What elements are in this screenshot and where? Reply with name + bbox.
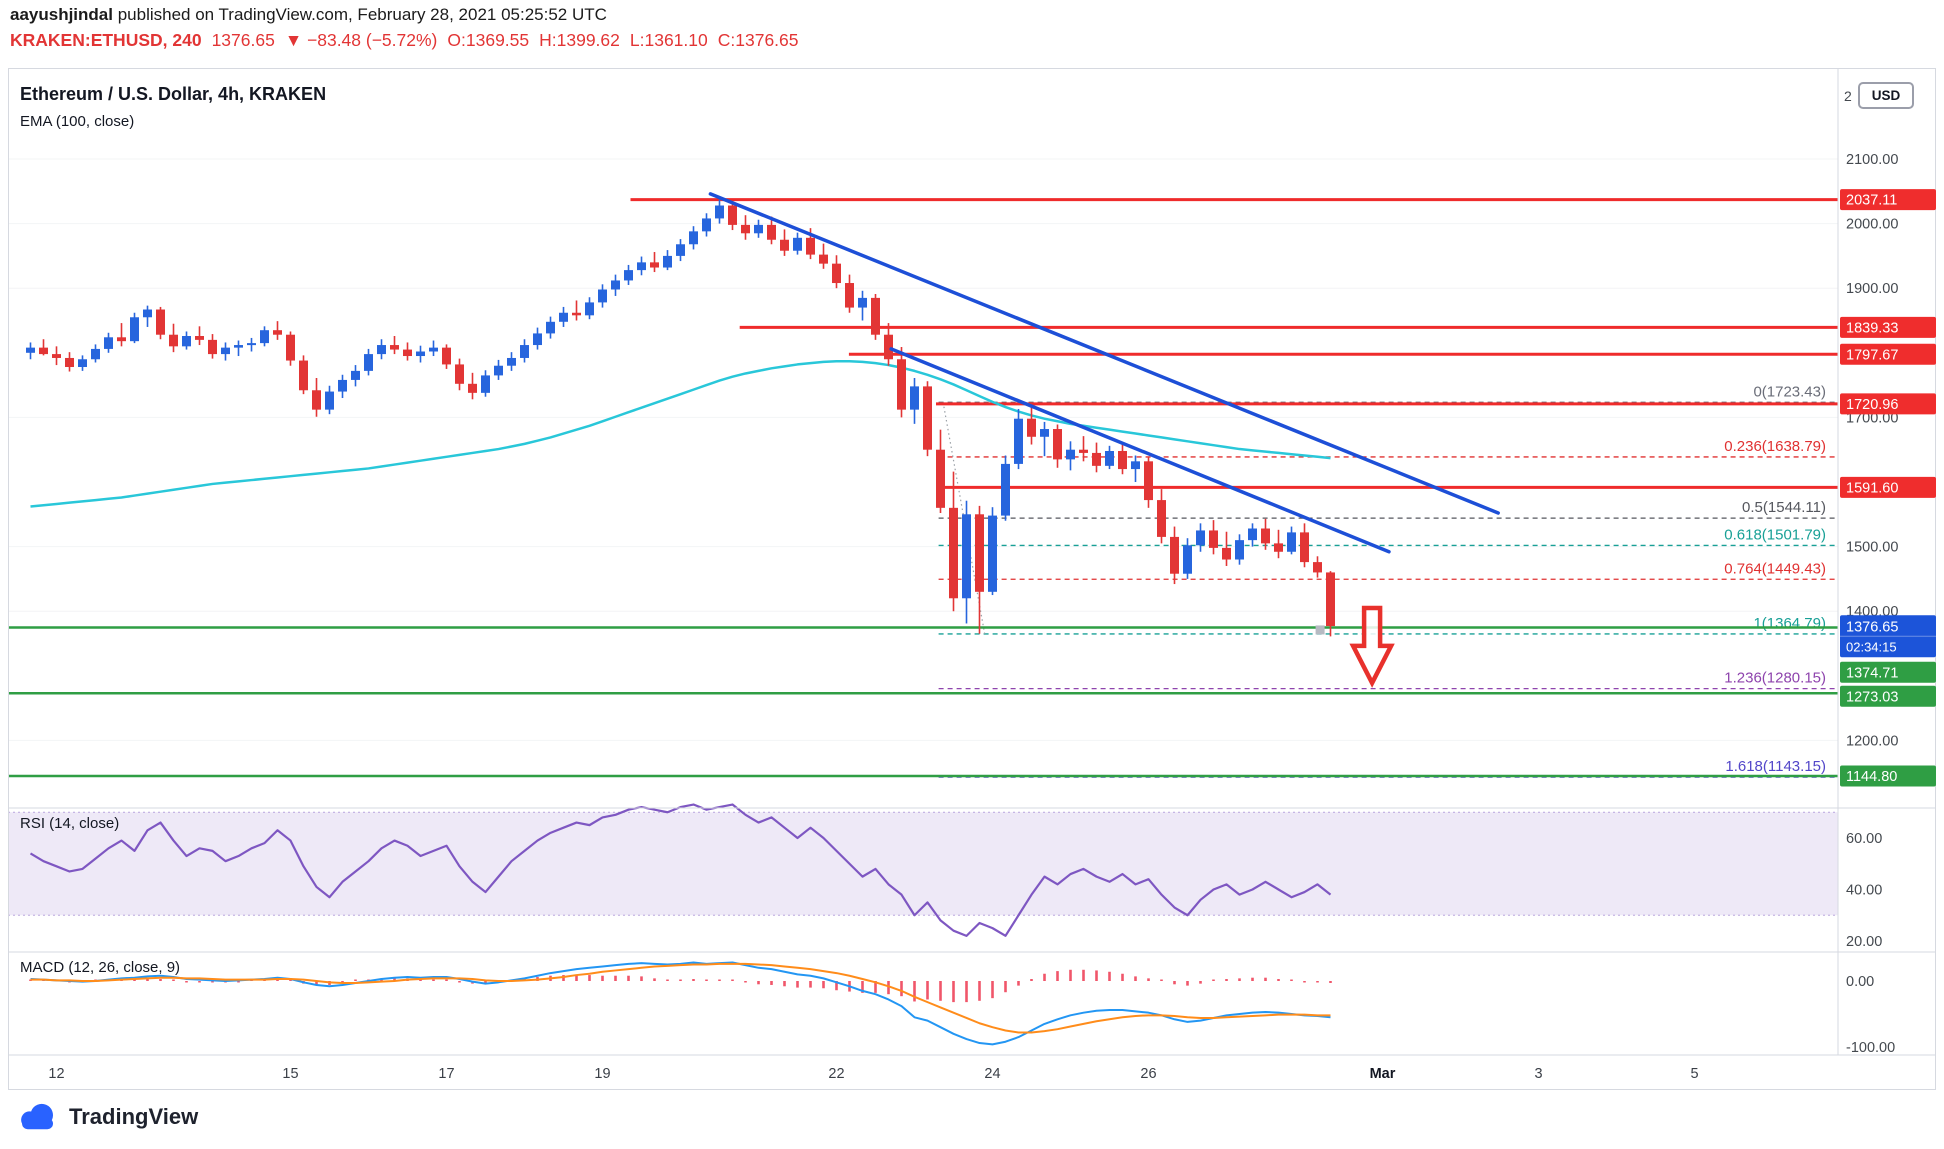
- svg-text:3: 3: [1534, 1066, 1542, 1082]
- ohlc-low: L:1361.10: [629, 30, 708, 50]
- svg-text:1839.33: 1839.33: [1846, 320, 1898, 336]
- svg-text:0.00: 0.00: [1846, 974, 1874, 990]
- axis-badges: 2037.11 1839.33 1797.67 1720.96 1591.60 1376.…: [1840, 189, 1936, 787]
- svg-text:1273.03: 1273.03: [1846, 689, 1898, 705]
- svg-text:12: 12: [48, 1066, 64, 1082]
- currency-toggle-button[interactable]: USD: [1858, 82, 1914, 109]
- svg-text:1144.80: 1144.80: [1846, 769, 1897, 785]
- svg-text:1374.71: 1374.71: [1846, 665, 1898, 681]
- price-change: ▼ −83.48 (−5.72%): [284, 30, 438, 50]
- svg-text:1720.96: 1720.96: [1846, 397, 1898, 413]
- svg-text:1500.00: 1500.00: [1846, 540, 1898, 556]
- svg-text:1(1364.79): 1(1364.79): [1753, 615, 1826, 632]
- svg-text:22: 22: [828, 1066, 844, 1082]
- svg-text:-100.00: -100.00: [1846, 1040, 1895, 1056]
- tradingview-logo-icon[interactable]: [16, 1102, 60, 1132]
- level-lines: [8, 198, 1838, 778]
- tradingview-brand[interactable]: TradingView: [69, 1104, 199, 1129]
- svg-text:20.00: 20.00: [1846, 934, 1882, 950]
- svg-text:1591.60: 1591.60: [1846, 480, 1898, 496]
- svg-text:1797.67: 1797.67: [1846, 347, 1898, 363]
- ema-legend[interactable]: EMA (100, close): [20, 113, 135, 130]
- svg-text:26: 26: [1140, 1066, 1156, 1082]
- gridlines: [8, 158, 1838, 741]
- macd-layer: [29, 961, 1332, 1046]
- svg-text:1.236(1280.15): 1.236(1280.15): [1724, 670, 1826, 687]
- footer: TradingView: [16, 1102, 198, 1132]
- frame: [8, 68, 1936, 1090]
- svg-text:1900.00: 1900.00: [1846, 281, 1898, 297]
- macd-legend[interactable]: MACD (12, 26, close, 9): [20, 959, 181, 976]
- ohlc-open: O:1369.55: [447, 30, 530, 50]
- svg-text:0(1723.43): 0(1723.43): [1753, 383, 1826, 400]
- symbol-ohlc-line: KRAKEN:ETHUSD, 240 1376.65 ▼ −83.48 (−5.…: [10, 30, 799, 51]
- svg-text:0.5(1544.11): 0.5(1544.11): [1742, 499, 1826, 516]
- svg-text:Mar: Mar: [1370, 1066, 1396, 1082]
- candles-layer: [26, 199, 1335, 637]
- publish-info: published on TradingView.com, February 2…: [112, 5, 607, 24]
- rsi-band: [8, 811, 1838, 916]
- svg-text:1700.00: 1700.00: [1846, 410, 1898, 426]
- clipped-price-label: 2: [1844, 88, 1852, 104]
- svg-text:2000.00: 2000.00: [1846, 217, 1898, 233]
- svg-text:2100.00: 2100.00: [1846, 152, 1898, 168]
- svg-text:1.618(1143.15): 1.618(1143.15): [1725, 758, 1826, 775]
- rsi-legend[interactable]: RSI (14, close): [20, 815, 120, 832]
- fibonacci-levels: 0(1723.43) 0.236(1638.79) 0.5(1544.11) 0.61…: [938, 383, 1838, 778]
- svg-text:17: 17: [438, 1066, 454, 1082]
- annotations: [1315, 605, 1395, 688]
- price-axis-labels: 2100.002000.001900.001700.001500.001400.…: [1846, 152, 1898, 1056]
- drawing-anchor-marker: [1315, 625, 1325, 635]
- svg-text:02:34:15: 02:34:15: [1846, 639, 1897, 654]
- down-arrow-annotation: [1349, 605, 1395, 688]
- time-axis-labels: 12 15 17 19 22 24 26 Mar 3 5: [48, 1066, 1698, 1082]
- last-price: 1376.65: [211, 30, 275, 50]
- svg-text:40.00: 40.00: [1846, 883, 1882, 899]
- rsi-line: [29, 803, 1332, 937]
- svg-text:5: 5: [1690, 1066, 1698, 1082]
- symbol-interval: KRAKEN:ETHUSD, 240: [10, 30, 202, 50]
- header: aayushjindal published on TradingView.co…: [10, 5, 799, 51]
- svg-text:15: 15: [282, 1066, 298, 1082]
- svg-text:19: 19: [594, 1066, 610, 1082]
- svg-text:1376.65: 1376.65: [1846, 619, 1898, 635]
- chart-canvas[interactable]: 0(1723.43) 0.236(1638.79) 0.5(1544.11) 0.61…: [8, 68, 1936, 1090]
- chart-legend-title[interactable]: Ethereum / U.S. Dollar, 4h, KRAKEN: [20, 84, 327, 104]
- publish-line: aayushjindal published on TradingView.co…: [10, 5, 799, 25]
- svg-text:24: 24: [984, 1066, 1000, 1082]
- svg-text:2037.11: 2037.11: [1846, 193, 1897, 209]
- author-name: aayushjindal: [10, 5, 113, 24]
- ohlc-close: C:1376.65: [717, 30, 799, 50]
- svg-text:1200.00: 1200.00: [1846, 733, 1898, 749]
- svg-text:0.764(1449.43): 0.764(1449.43): [1724, 560, 1826, 577]
- ohlc-high: H:1399.62: [539, 30, 620, 50]
- chart-area[interactable]: 0(1723.43) 0.236(1638.79) 0.5(1544.11) 0.61…: [8, 68, 1936, 1090]
- trend-lines: [708, 192, 1500, 554]
- svg-text:0.236(1638.79): 0.236(1638.79): [1724, 438, 1826, 455]
- svg-text:0.618(1501.79): 0.618(1501.79): [1724, 526, 1826, 543]
- svg-text:60.00: 60.00: [1846, 831, 1882, 847]
- ema-line: [30, 359, 1331, 508]
